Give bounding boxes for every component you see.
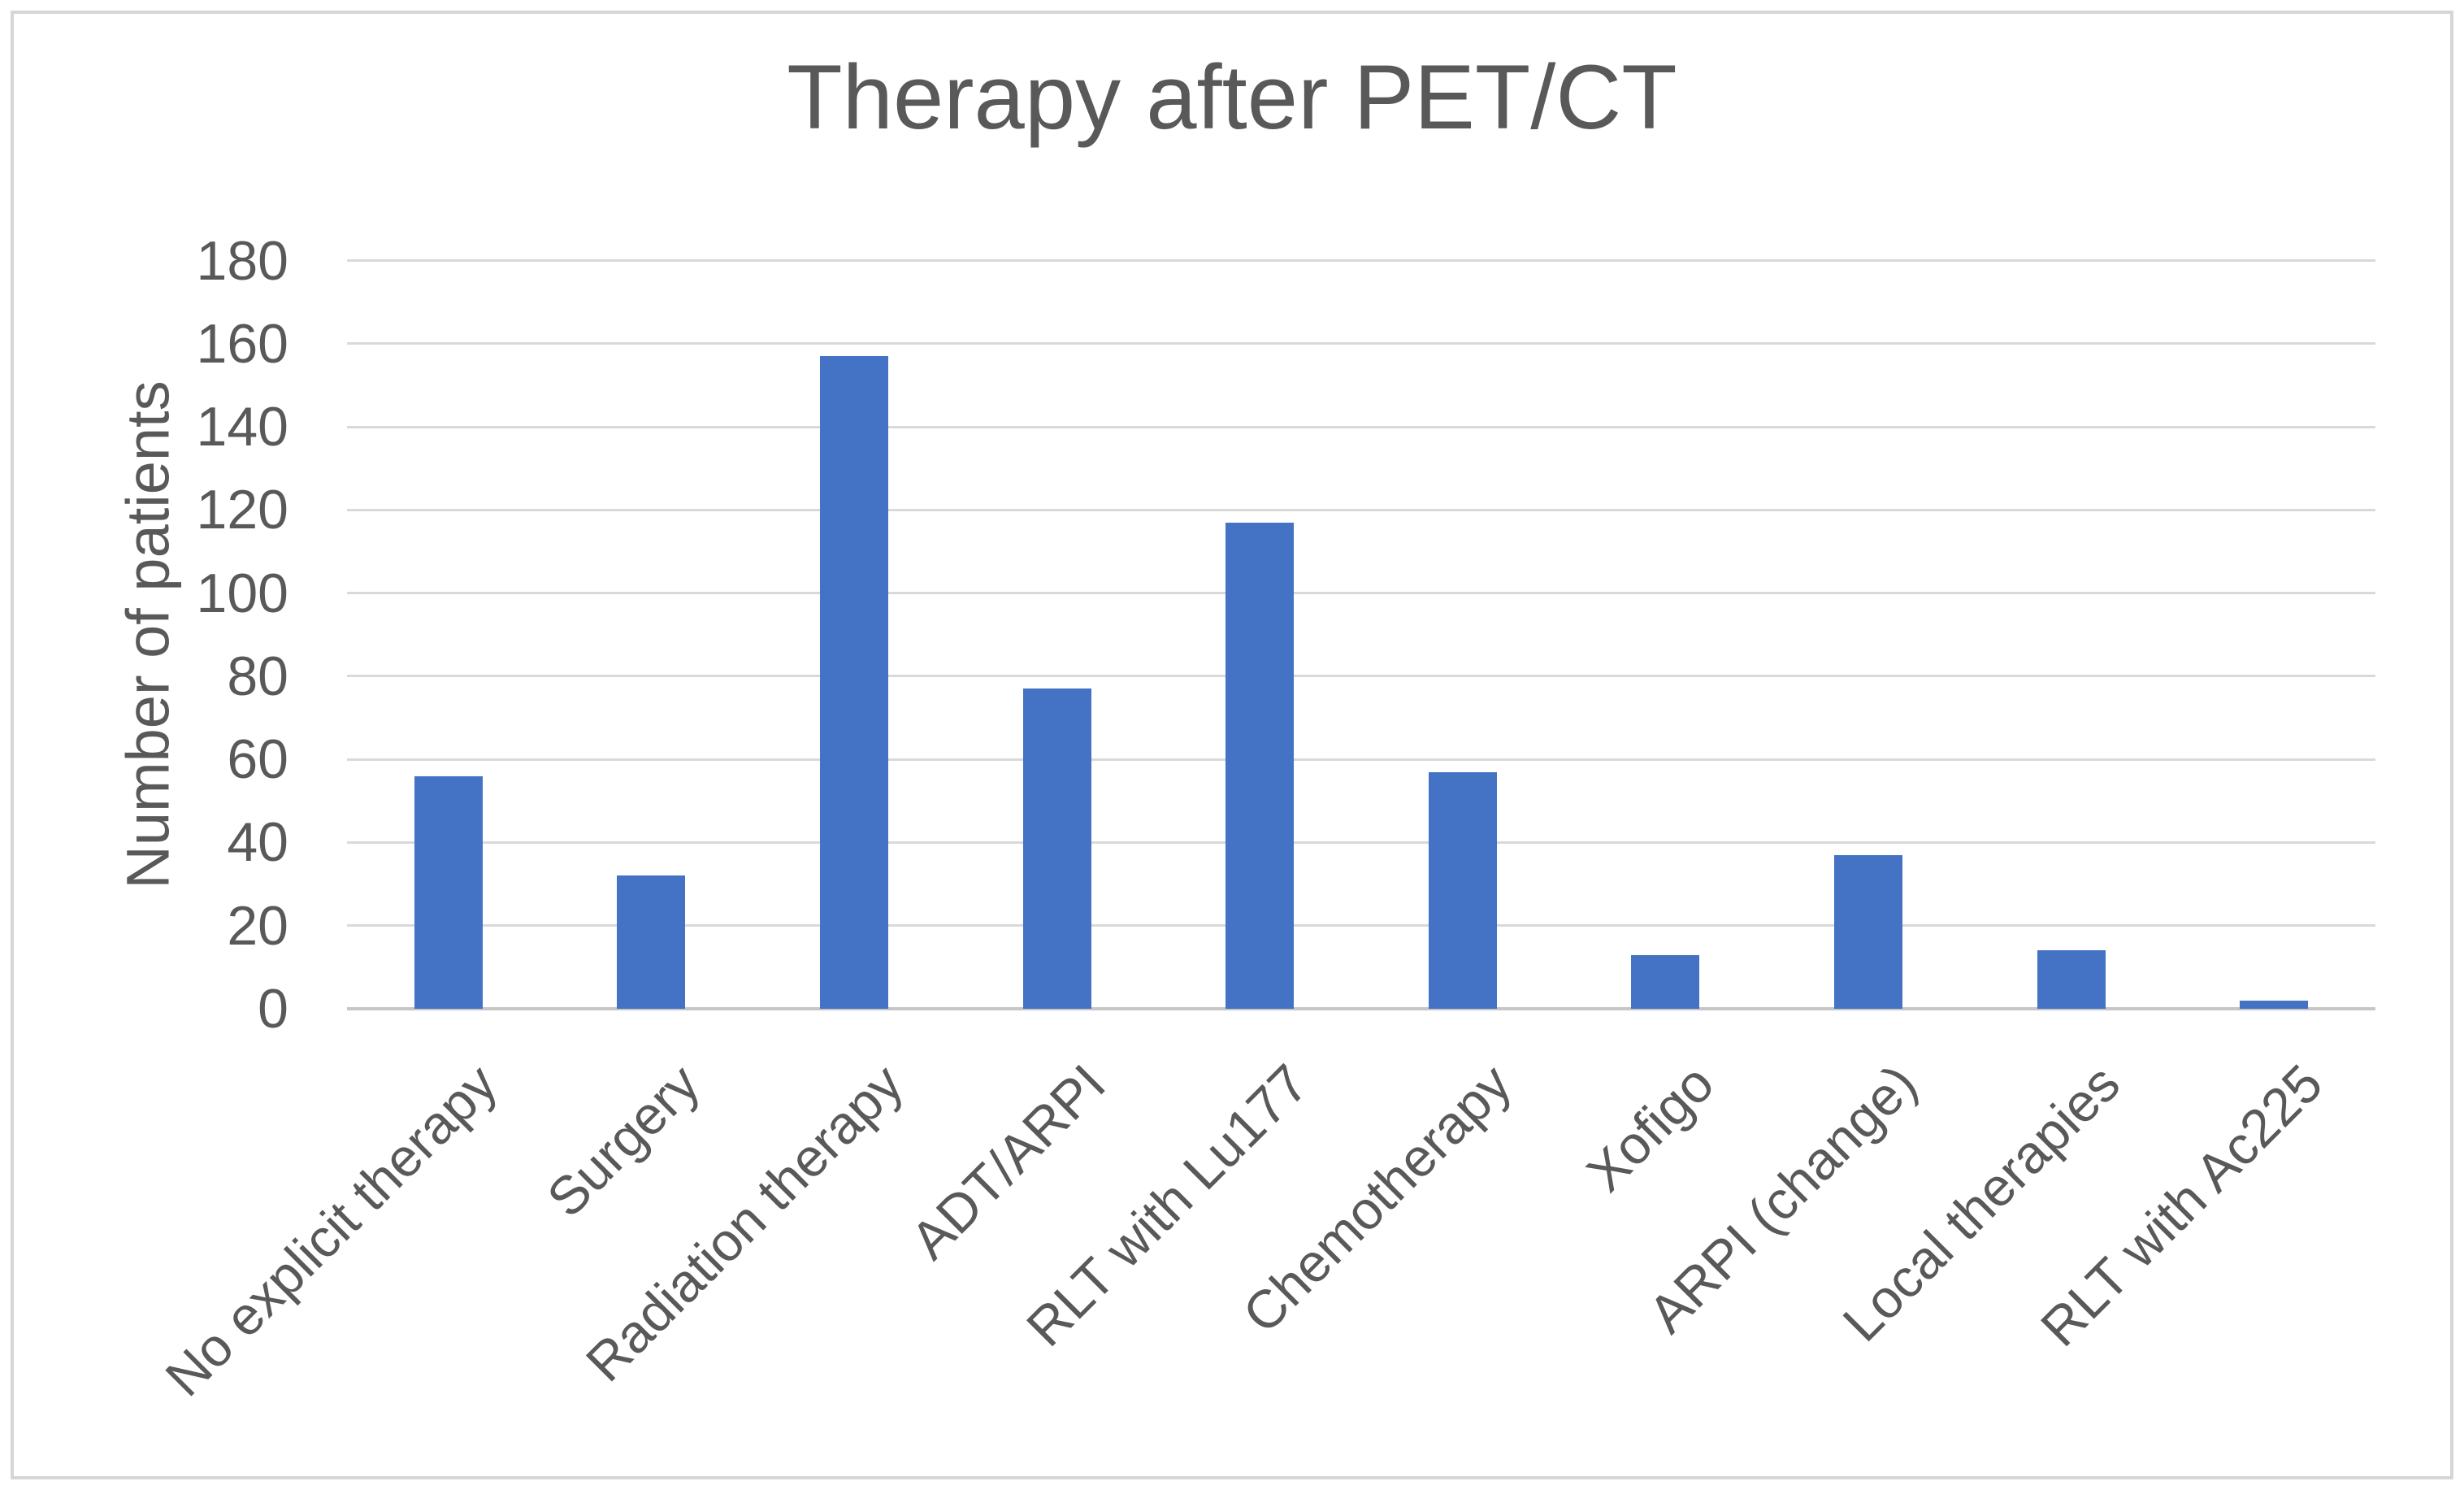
bar <box>1631 954 1700 1009</box>
gridline <box>347 342 2375 345</box>
y-tick-label: 180 <box>196 229 288 292</box>
y-tick-label: 60 <box>227 728 288 791</box>
y-tick-label: 20 <box>227 894 288 957</box>
x-axis-line <box>347 1007 2375 1010</box>
bar <box>617 875 686 1009</box>
bar <box>1834 854 1902 1009</box>
chart-border <box>11 11 2453 1479</box>
bar <box>1428 771 1497 1009</box>
bar <box>414 775 483 1009</box>
gridline <box>347 259 2375 262</box>
y-tick-label: 120 <box>196 479 288 541</box>
y-tick-label: 140 <box>196 396 288 458</box>
bar <box>820 356 888 1009</box>
y-tick-label: 100 <box>196 562 288 624</box>
gridline <box>347 592 2375 595</box>
gridline <box>347 425 2375 428</box>
y-tick-label: 40 <box>227 811 288 874</box>
chart-title: Therapy after PET/CT <box>787 46 1677 148</box>
gridline <box>347 675 2375 678</box>
gridline <box>347 508 2375 511</box>
y-tick-label: 80 <box>227 645 288 707</box>
gridline <box>347 924 2375 927</box>
bar <box>1022 689 1091 1009</box>
y-axis-title: Number of patients <box>114 380 182 889</box>
bar <box>2037 950 2106 1009</box>
y-tick-label: 0 <box>258 978 288 1040</box>
bar <box>2240 1000 2309 1009</box>
y-tick-label: 160 <box>196 312 288 375</box>
gridline <box>347 758 2375 761</box>
bar <box>1225 522 1295 1009</box>
gridline <box>347 841 2375 844</box>
